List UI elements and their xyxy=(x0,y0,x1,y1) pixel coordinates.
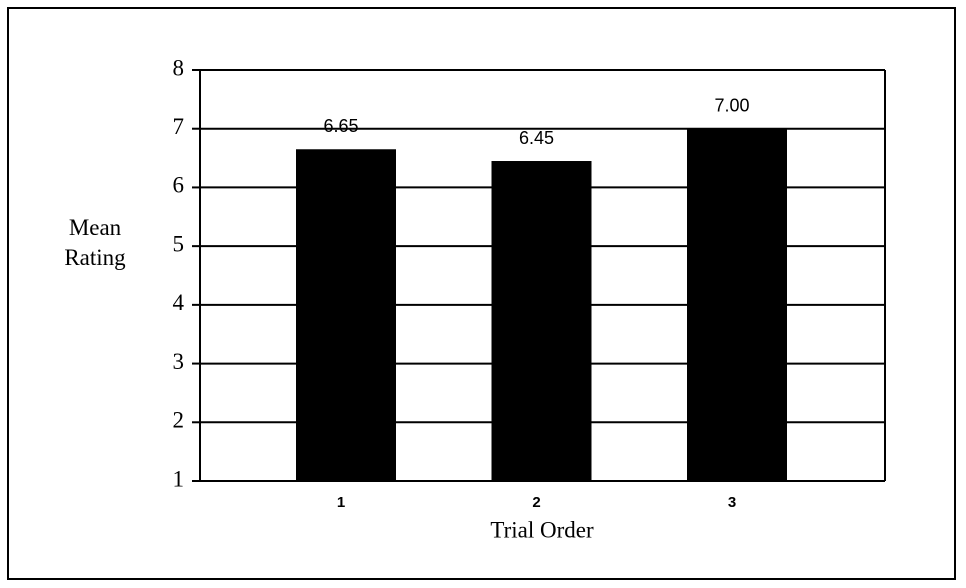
y-tick-label: 3 xyxy=(173,349,185,374)
y-tick-label: 2 xyxy=(173,408,185,433)
bar xyxy=(296,149,396,481)
y-tick-label: 5 xyxy=(173,231,185,256)
y-tick-label: 1 xyxy=(173,466,185,491)
x-tick-label: 3 xyxy=(728,494,736,511)
y-axis-label: Mean Rating xyxy=(64,215,126,270)
y-tick-label: 8 xyxy=(173,55,185,80)
y-tick-label: 7 xyxy=(173,114,185,139)
frame xyxy=(7,7,956,580)
bar xyxy=(687,128,787,481)
value-label: 6.65 xyxy=(323,116,358,136)
value-label: 7.00 xyxy=(714,95,749,115)
bar xyxy=(491,161,592,481)
y-tick-label: 4 xyxy=(173,290,185,315)
y-tick-label: 6 xyxy=(173,173,185,198)
x-tick-label: 2 xyxy=(532,494,540,511)
value-label: 6.45 xyxy=(519,128,554,148)
x-axis-label: Trial Order xyxy=(490,517,594,542)
x-tick-label: 1 xyxy=(337,494,345,511)
